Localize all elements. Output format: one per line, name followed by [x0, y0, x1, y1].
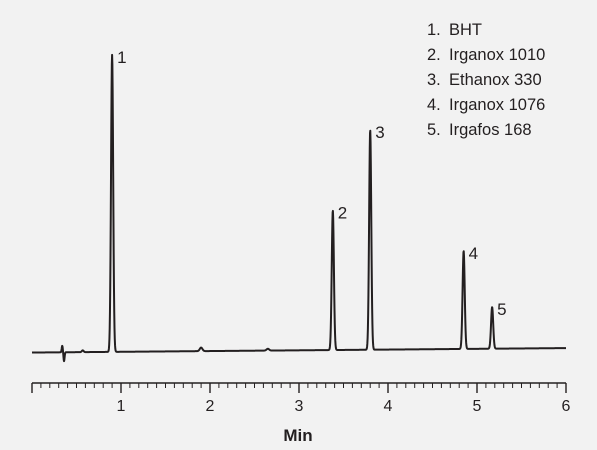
x-axis-ticks	[31, 383, 567, 393]
x-axis-tick-labels: 1 2 3 4 5 6	[117, 398, 571, 415]
peak-label-2: 2	[338, 203, 347, 222]
peak-label-1: 1	[117, 48, 126, 67]
x-tick-label: 6	[562, 398, 571, 415]
legend-item: 3. Ethanox 330	[427, 71, 542, 89]
legend: 1. BHT 2. Irganox 1010 3. Ethanox 330 4. Irgano…	[427, 21, 545, 139]
legend-number: 4.	[427, 96, 441, 114]
peak-label-3: 3	[375, 123, 384, 142]
x-tick-label: 1	[117, 398, 126, 415]
x-tick-label: 4	[384, 398, 393, 415]
legend-item: 1. BHT	[427, 21, 482, 39]
x-tick-label: 3	[295, 398, 304, 415]
legend-item: 4. Irganox 1076	[427, 96, 545, 114]
x-tick-label: 5	[473, 398, 482, 415]
legend-name: BHT	[449, 21, 482, 39]
peak-label-5: 5	[497, 300, 506, 319]
peak-label-4: 4	[469, 244, 478, 263]
peak-labels: 1 2 3 4 5	[117, 48, 506, 319]
x-tick-label: 2	[206, 398, 215, 415]
legend-item: 5. Irgafos 168	[427, 121, 532, 139]
chromatogram-trace	[31, 53, 567, 363]
legend-item: 2. Irganox 1010	[427, 46, 545, 64]
legend-name: Irganox 1076	[449, 96, 545, 114]
legend-number: 1.	[427, 21, 441, 39]
x-axis-label: Min	[283, 426, 312, 445]
legend-name: Irgafos 168	[449, 121, 532, 139]
legend-number: 5.	[427, 121, 441, 139]
legend-name: Irganox 1010	[449, 46, 545, 64]
legend-number: 2.	[427, 46, 441, 64]
legend-name: Ethanox 330	[449, 71, 542, 89]
legend-number: 3.	[427, 71, 441, 89]
